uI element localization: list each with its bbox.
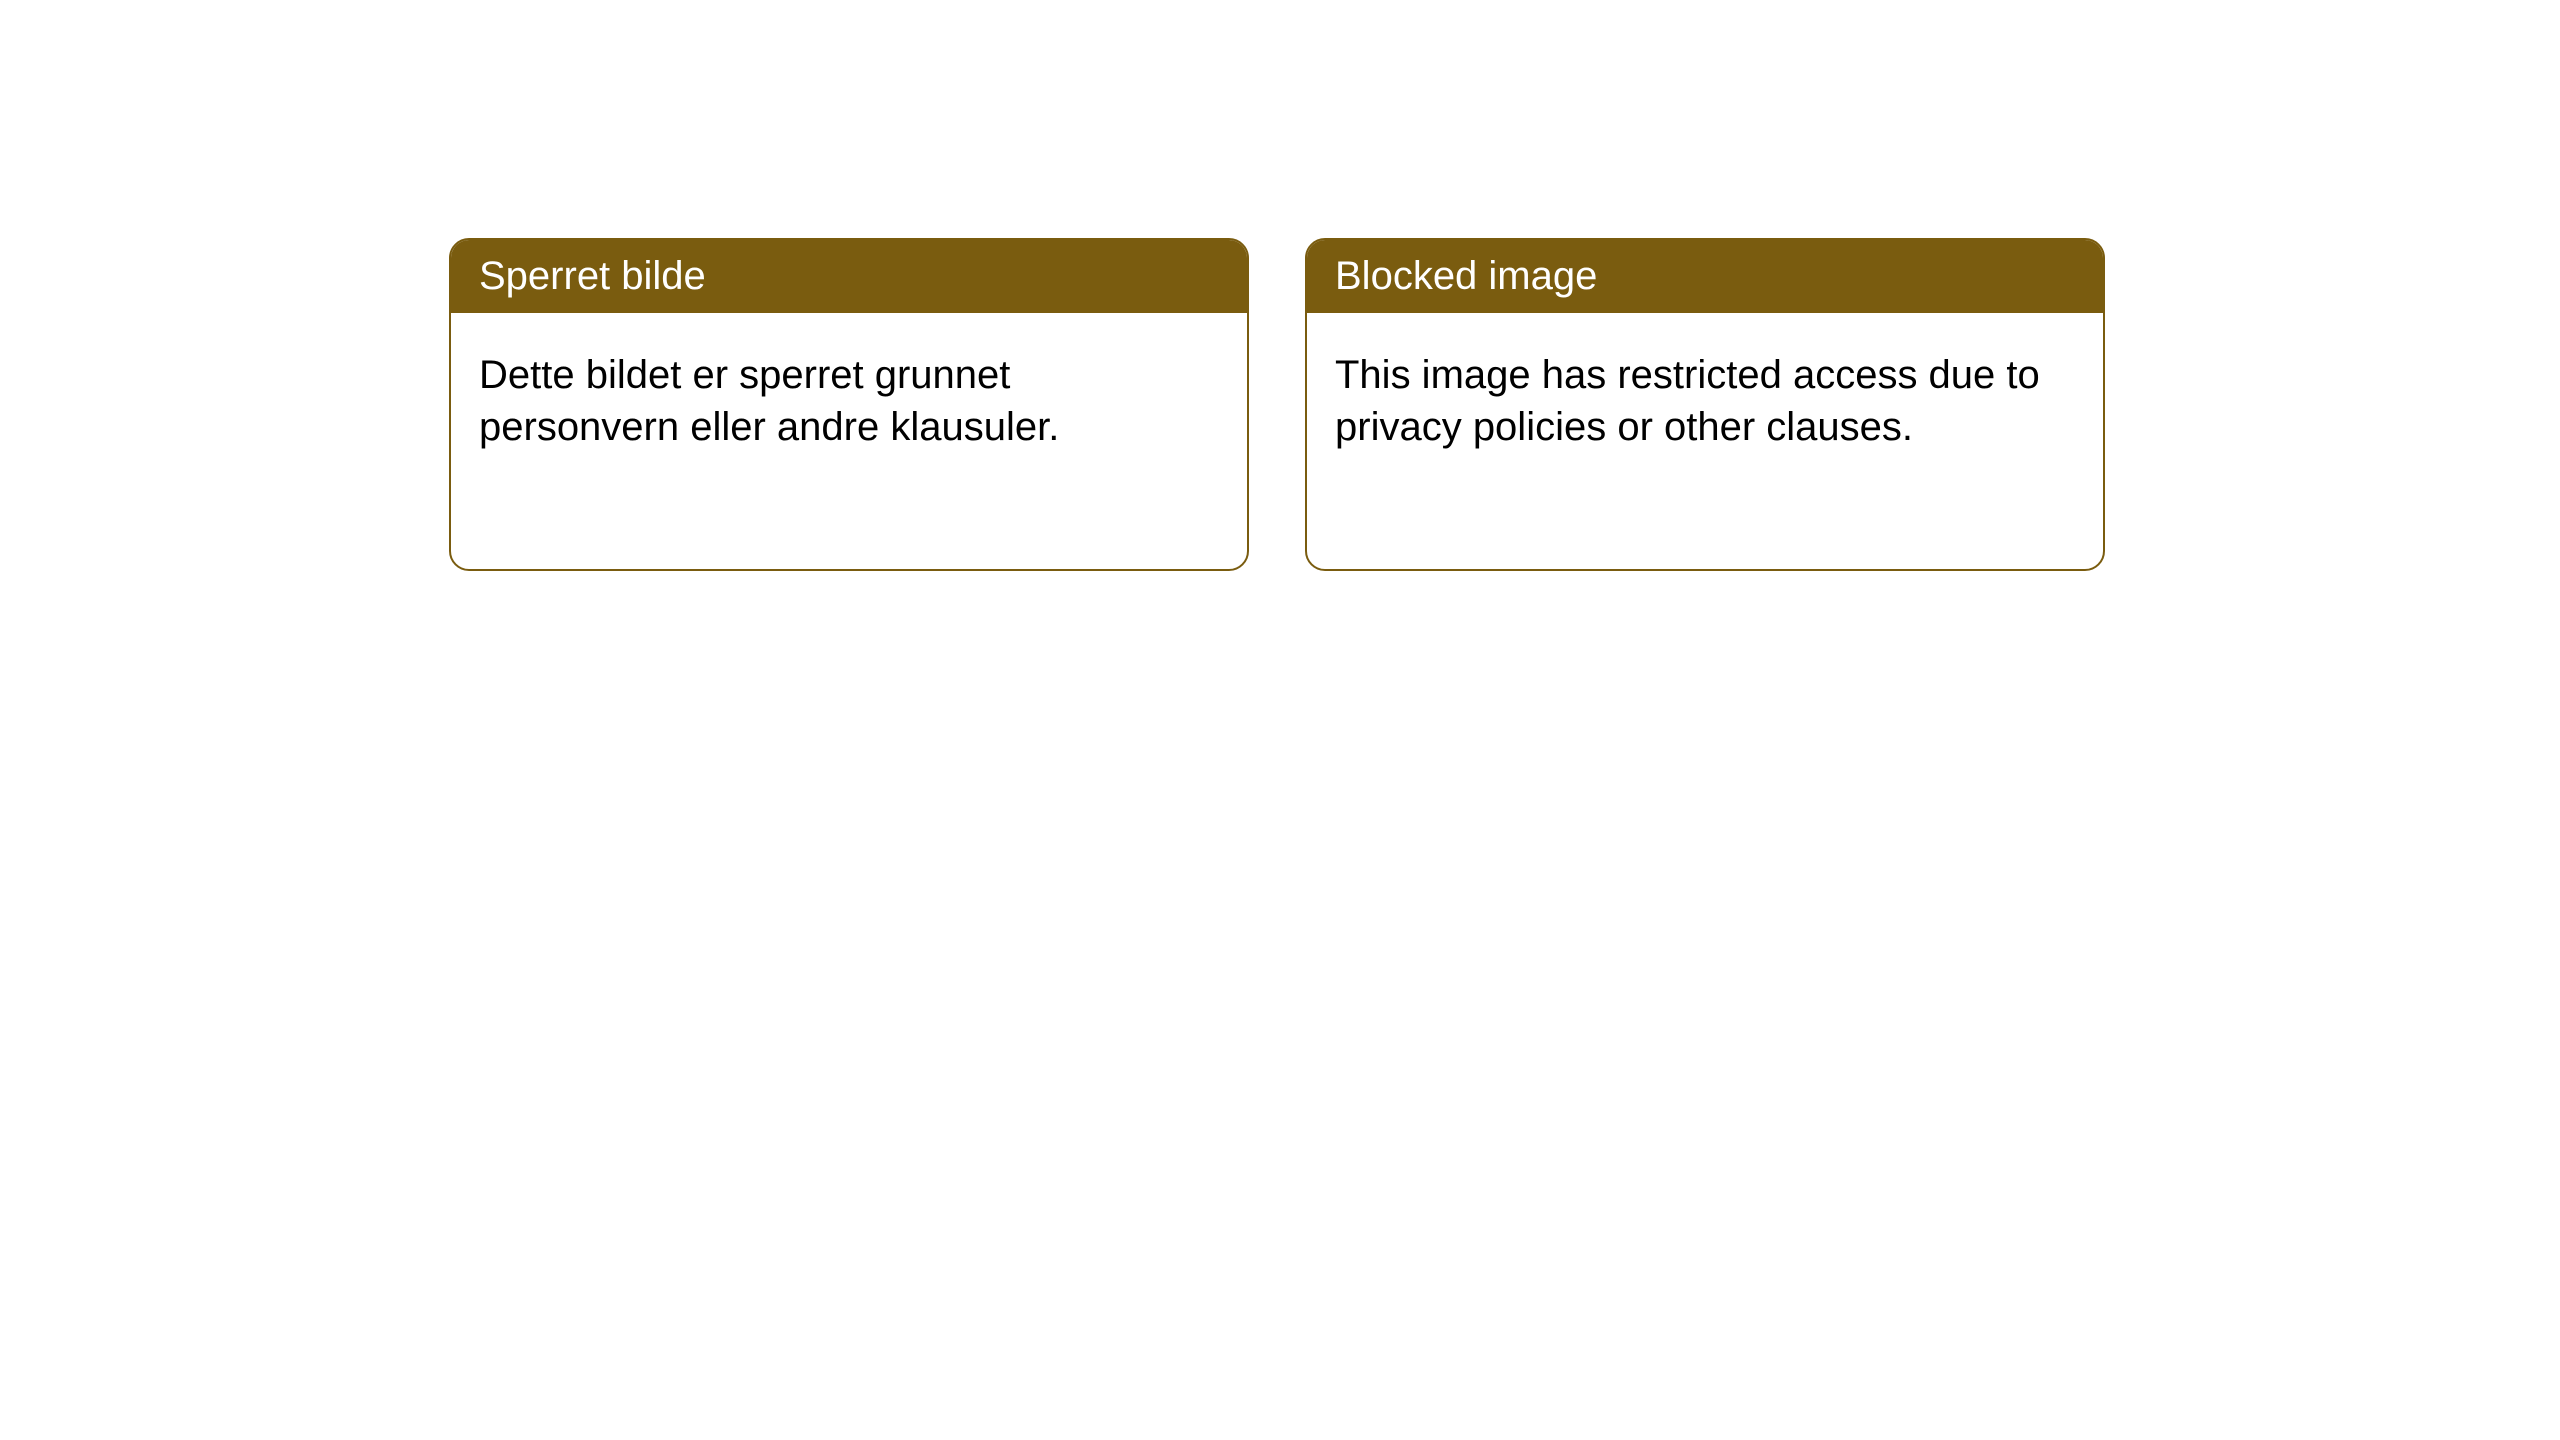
card-header: Blocked image [1307,240,2103,313]
card-header: Sperret bilde [451,240,1247,313]
blocked-image-cards-container: Sperret bilde Dette bildet er sperret gr… [449,238,2105,571]
blocked-image-card-english: Blocked image This image has restricted … [1305,238,2105,571]
card-body: This image has restricted access due to … [1307,313,2103,489]
card-title: Sperret bilde [479,254,706,298]
card-body-text: This image has restricted access due to … [1335,353,2040,449]
card-title: Blocked image [1335,254,1597,298]
blocked-image-card-norwegian: Sperret bilde Dette bildet er sperret gr… [449,238,1249,571]
card-body: Dette bildet er sperret grunnet personve… [451,313,1247,489]
card-body-text: Dette bildet er sperret grunnet personve… [479,353,1059,449]
